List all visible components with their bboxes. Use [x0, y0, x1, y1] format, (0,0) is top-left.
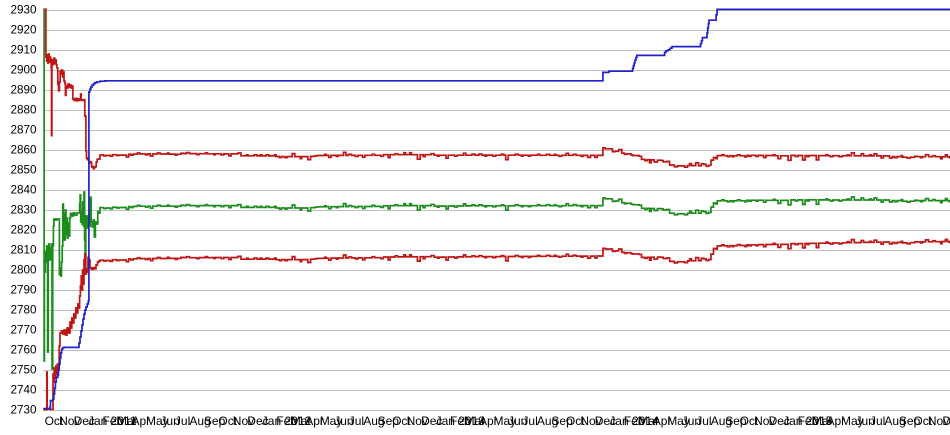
svg-text:2800: 2800 — [10, 264, 37, 277]
svg-text:Sep: Sep — [899, 414, 921, 428]
svg-text:Dec: Dec — [247, 414, 268, 428]
svg-text:2830: 2830 — [10, 204, 37, 217]
svg-text:May: May — [146, 414, 169, 428]
svg-text:Oct: Oct — [218, 414, 237, 428]
svg-text:Jun: Jun — [682, 414, 701, 428]
svg-text:Nov: Nov — [580, 414, 601, 428]
svg-text:May: May — [494, 414, 517, 428]
svg-text:Jun: Jun — [160, 414, 179, 428]
svg-text:Dec: Dec — [769, 414, 790, 428]
svg-text:2840: 2840 — [10, 184, 37, 197]
svg-text:Feb: Feb — [103, 414, 124, 428]
svg-text:May: May — [841, 414, 864, 428]
svg-text:Nov: Nov — [233, 414, 254, 428]
svg-text:Sep: Sep — [551, 414, 573, 428]
svg-text:Oct: Oct — [392, 414, 411, 428]
svg-text:2740: 2740 — [10, 384, 37, 397]
svg-text:Mar: Mar — [117, 414, 138, 428]
svg-text:Apr: Apr — [653, 414, 672, 428]
svg-text:Jan 2012: Jan 2012 — [262, 414, 312, 428]
svg-text:Jan 2011: Jan 2011 — [88, 414, 137, 428]
svg-text:2730: 2730 — [10, 404, 37, 417]
svg-text:Feb: Feb — [798, 414, 819, 428]
svg-text:2790: 2790 — [10, 284, 37, 297]
svg-text:Oct: Oct — [45, 414, 64, 428]
svg-text:Jul: Jul — [175, 414, 190, 428]
svg-text:Apr: Apr — [479, 414, 498, 428]
svg-text:Jun: Jun — [856, 414, 875, 428]
svg-text:Nov: Nov — [754, 414, 775, 428]
svg-text:2880: 2880 — [10, 104, 37, 117]
svg-text:2820: 2820 — [10, 224, 37, 237]
svg-text:Jul: Jul — [522, 414, 537, 428]
svg-text:Aug: Aug — [711, 414, 732, 428]
svg-text:Jan 2013: Jan 2013 — [436, 414, 486, 428]
svg-text:Apr: Apr — [132, 414, 151, 428]
svg-text:Oct: Oct — [566, 414, 585, 428]
svg-text:Aug: Aug — [363, 414, 384, 428]
svg-text:Jun: Jun — [334, 414, 353, 428]
svg-text:Jun: Jun — [508, 414, 527, 428]
svg-text:2750: 2750 — [10, 364, 37, 377]
svg-text:2770: 2770 — [10, 324, 37, 337]
svg-text:Feb: Feb — [276, 414, 297, 428]
svg-text:Mar: Mar — [638, 414, 659, 428]
svg-text:2890: 2890 — [10, 84, 37, 97]
svg-text:Feb: Feb — [624, 414, 645, 428]
svg-text:2810: 2810 — [10, 244, 37, 257]
svg-text:2930: 2930 — [10, 4, 37, 17]
svg-text:2780: 2780 — [10, 304, 37, 317]
svg-text:Jan 2014: Jan 2014 — [609, 414, 659, 428]
svg-text:Jul: Jul — [870, 414, 885, 428]
svg-text:May: May — [320, 414, 343, 428]
svg-text:Dec: Dec — [74, 414, 95, 428]
svg-text:2860: 2860 — [10, 144, 37, 157]
svg-text:Dec: Dec — [942, 414, 950, 428]
svg-text:Feb: Feb — [450, 414, 471, 428]
svg-text:2910: 2910 — [10, 44, 37, 57]
svg-text:Mar: Mar — [465, 414, 486, 428]
svg-text:2920: 2920 — [10, 24, 37, 37]
svg-text:Sep: Sep — [725, 414, 747, 428]
svg-text:Mar: Mar — [291, 414, 312, 428]
svg-text:2900: 2900 — [10, 64, 37, 77]
svg-text:2760: 2760 — [10, 344, 37, 357]
svg-text:Jul: Jul — [696, 414, 711, 428]
svg-text:Oct: Oct — [740, 414, 759, 428]
svg-text:Aug: Aug — [537, 414, 558, 428]
svg-text:Sep: Sep — [204, 414, 226, 428]
svg-text:Dec: Dec — [595, 414, 616, 428]
svg-text:Dec: Dec — [421, 414, 442, 428]
svg-text:Apr: Apr — [305, 414, 324, 428]
svg-text:Jan 2015: Jan 2015 — [783, 414, 833, 428]
svg-text:Nov: Nov — [407, 414, 428, 428]
svg-text:Sep: Sep — [378, 414, 400, 428]
svg-text:2850: 2850 — [10, 164, 37, 177]
svg-text:Aug: Aug — [884, 414, 905, 428]
svg-text:Oct: Oct — [913, 414, 932, 428]
svg-text:Jul: Jul — [349, 414, 364, 428]
svg-text:May: May — [667, 414, 690, 428]
svg-text:Nov: Nov — [928, 414, 949, 428]
svg-text:Aug: Aug — [189, 414, 210, 428]
svg-text:Mar: Mar — [812, 414, 833, 428]
svg-text:2870: 2870 — [10, 124, 37, 137]
svg-text:Apr: Apr — [827, 414, 846, 428]
svg-text:Nov: Nov — [59, 414, 80, 428]
